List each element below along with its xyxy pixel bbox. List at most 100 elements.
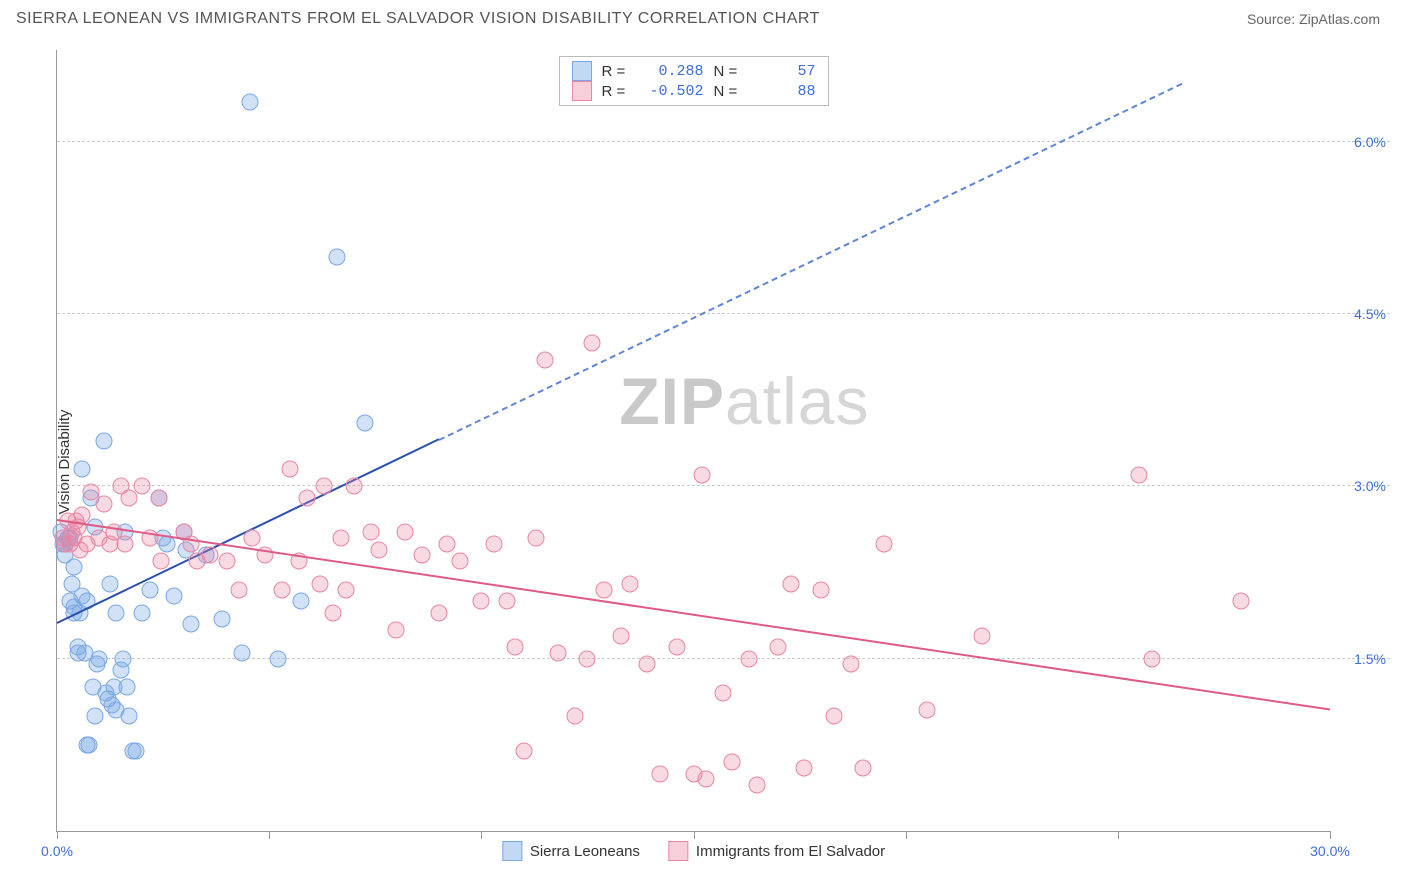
data-point [579,650,596,667]
chart-container: Vision Disability ZIPatlas R = 0.288 N =… [16,40,1390,884]
data-point [244,530,261,547]
data-point [596,581,613,598]
data-point [182,616,199,633]
data-point [566,708,583,725]
source-link[interactable]: ZipAtlas.com [1299,11,1380,27]
xtick [57,831,58,839]
data-point [825,708,842,725]
ytick-label: 4.5% [1354,306,1386,322]
data-point [1232,593,1249,610]
data-point [1131,466,1148,483]
data-point [371,541,388,558]
data-point [583,334,600,351]
data-point [812,581,829,598]
data-point [473,593,490,610]
data-point [87,708,104,725]
data-point [749,777,766,794]
data-point [324,604,341,621]
data-point [282,461,299,478]
gridline [57,313,1390,314]
data-point [65,558,82,575]
plot-area: ZIPatlas R = 0.288 N = 57 R = -0.502 N =… [56,50,1330,832]
data-point [119,679,136,696]
data-point [95,432,112,449]
data-point [528,530,545,547]
data-point [638,656,655,673]
data-point [855,759,872,776]
data-point [133,478,150,495]
correlation-legend: R = 0.288 N = 57 R = -0.502 N = 88 [559,56,829,106]
data-point [242,93,259,110]
gridline [57,658,1390,659]
data-point [127,742,144,759]
xtick [1330,831,1331,839]
data-point [356,415,373,432]
data-point [740,650,757,667]
data-point [337,581,354,598]
watermark: ZIPatlas [619,363,869,439]
data-point [121,708,138,725]
data-point [333,530,350,547]
data-point [651,765,668,782]
data-point [515,742,532,759]
data-point [233,644,250,661]
data-point [536,352,553,369]
data-point [430,604,447,621]
data-point [507,639,524,656]
ytick-label: 1.5% [1354,651,1386,667]
data-point [439,535,456,552]
gridline [57,141,1390,142]
legend-row-blue: R = 0.288 N = 57 [572,61,816,81]
data-point [108,604,125,621]
data-point [269,650,286,667]
data-point [80,736,97,753]
xtick-label: 30.0% [1310,843,1350,859]
data-point [231,581,248,598]
data-point [142,581,159,598]
xtick-label: 0.0% [41,843,73,859]
data-point [452,553,469,570]
data-point [498,593,515,610]
data-point [114,650,131,667]
data-point [133,604,150,621]
data-point [299,489,316,506]
legend-item-blue: Sierra Leoneans [502,841,640,861]
gridline [57,485,1390,486]
xtick [1118,831,1119,839]
data-point [723,754,740,771]
data-point [876,535,893,552]
data-point [74,461,91,478]
data-point [613,627,630,644]
data-point [549,644,566,661]
data-point [1143,650,1160,667]
ytick-label: 6.0% [1354,134,1386,150]
swatch-blue-icon [572,61,592,81]
data-point [150,489,167,506]
data-point [329,248,346,265]
data-point [91,650,108,667]
data-point [698,771,715,788]
data-point [715,685,732,702]
data-point [218,553,235,570]
data-point [795,759,812,776]
legend-item-pink: Immigrants from El Salvador [668,841,885,861]
legend-row-pink: R = -0.502 N = 88 [572,81,816,101]
data-point [693,466,710,483]
chart-source: Source: ZipAtlas.com [1247,11,1380,27]
data-point [918,702,935,719]
data-point [312,576,329,593]
data-point [116,535,133,552]
xtick [906,831,907,839]
trendline [438,83,1181,441]
data-point [842,656,859,673]
chart-header: SIERRA LEONEAN VS IMMIGRANTS FROM EL SAL… [0,0,1406,28]
data-point [621,576,638,593]
data-point [316,478,333,495]
data-point [346,478,363,495]
data-point [273,581,290,598]
data-point [95,495,112,512]
series-legend: Sierra Leoneans Immigrants from El Salva… [502,841,885,861]
xtick [694,831,695,839]
trendline [57,519,1330,710]
data-point [214,610,231,627]
